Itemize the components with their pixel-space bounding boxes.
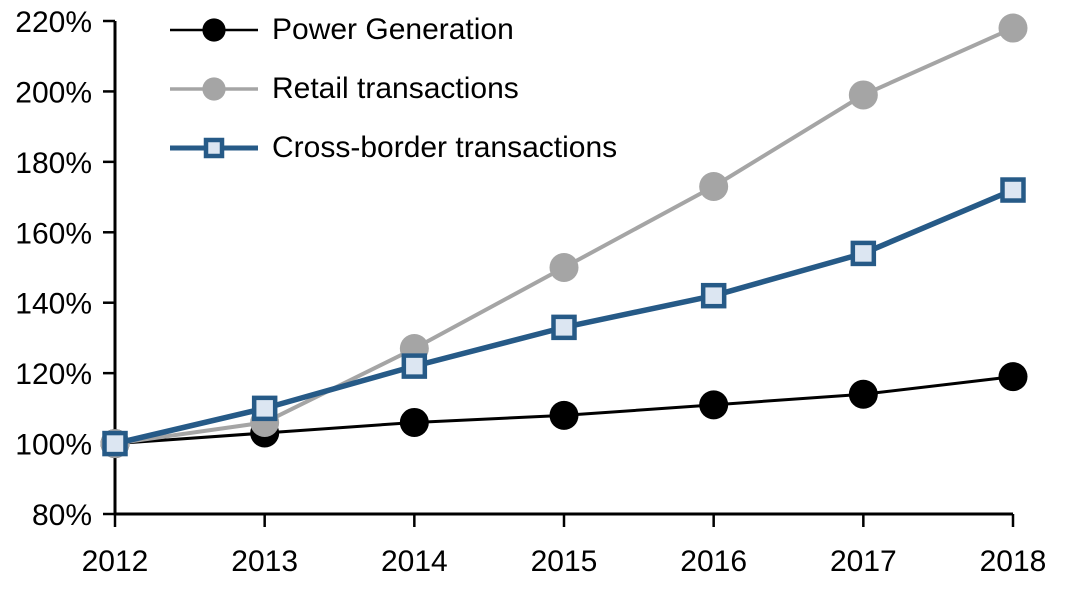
data-point-marker bbox=[202, 76, 226, 101]
legend-item-retail-transactions: Retail transactions bbox=[168, 59, 617, 118]
series-cross-border-transactions bbox=[102, 177, 1026, 457]
y-tick-label: 180% bbox=[15, 147, 92, 180]
data-point-marker bbox=[251, 395, 278, 422]
y-tick-label: 100% bbox=[15, 429, 92, 462]
data-point-marker bbox=[848, 379, 878, 409]
data-point-marker bbox=[202, 17, 226, 42]
x-tick-label: 2015 bbox=[531, 545, 598, 578]
x-tick-label: 2016 bbox=[680, 545, 747, 578]
y-tick-label: 80% bbox=[32, 499, 92, 532]
x-tick-label: 2013 bbox=[231, 545, 298, 578]
data-point-marker bbox=[551, 314, 577, 341]
data-point-marker bbox=[203, 137, 225, 158]
data-point-marker bbox=[699, 172, 729, 202]
legend: Power Generation Retail transactions Cro… bbox=[168, 0, 617, 177]
legend-label: Retail transactions bbox=[272, 71, 519, 105]
x-tick-label: 2012 bbox=[82, 545, 149, 578]
legend-item-power-generation: Power Generation bbox=[168, 0, 617, 59]
y-tick-label: 140% bbox=[15, 288, 92, 321]
series-power-generation bbox=[100, 362, 1028, 459]
x-tick-label: 2018 bbox=[980, 545, 1047, 578]
data-point-marker bbox=[1000, 177, 1026, 203]
legend-item-cross-border-transactions: Cross-border transactions bbox=[168, 118, 617, 177]
data-point-marker bbox=[549, 400, 579, 430]
data-point-marker bbox=[998, 362, 1028, 392]
data-point-marker bbox=[848, 80, 878, 110]
data-point-marker bbox=[850, 240, 877, 267]
x-tick-label: 2017 bbox=[830, 545, 897, 578]
y-tick-label: 200% bbox=[15, 76, 92, 109]
legend-swatch-power-generation bbox=[170, 17, 258, 42]
legend-swatch-retail-transactions bbox=[170, 76, 258, 101]
y-tick-label: 120% bbox=[15, 358, 92, 391]
data-point-marker bbox=[399, 407, 429, 437]
y-tick-label: 160% bbox=[15, 217, 92, 250]
data-point-marker bbox=[700, 282, 727, 309]
data-point-marker bbox=[401, 353, 428, 379]
data-point-marker bbox=[549, 253, 579, 282]
x-tick-label: 2014 bbox=[381, 545, 448, 578]
data-point-marker bbox=[998, 13, 1028, 43]
legend-label: Power Generation bbox=[272, 12, 514, 46]
data-point-marker bbox=[102, 430, 128, 457]
y-tick-label: 220% bbox=[15, 6, 92, 39]
legend-swatch-cross-border-transactions bbox=[170, 137, 258, 158]
data-point-marker bbox=[699, 390, 729, 420]
legend-label: Cross-border transactions bbox=[272, 130, 618, 164]
